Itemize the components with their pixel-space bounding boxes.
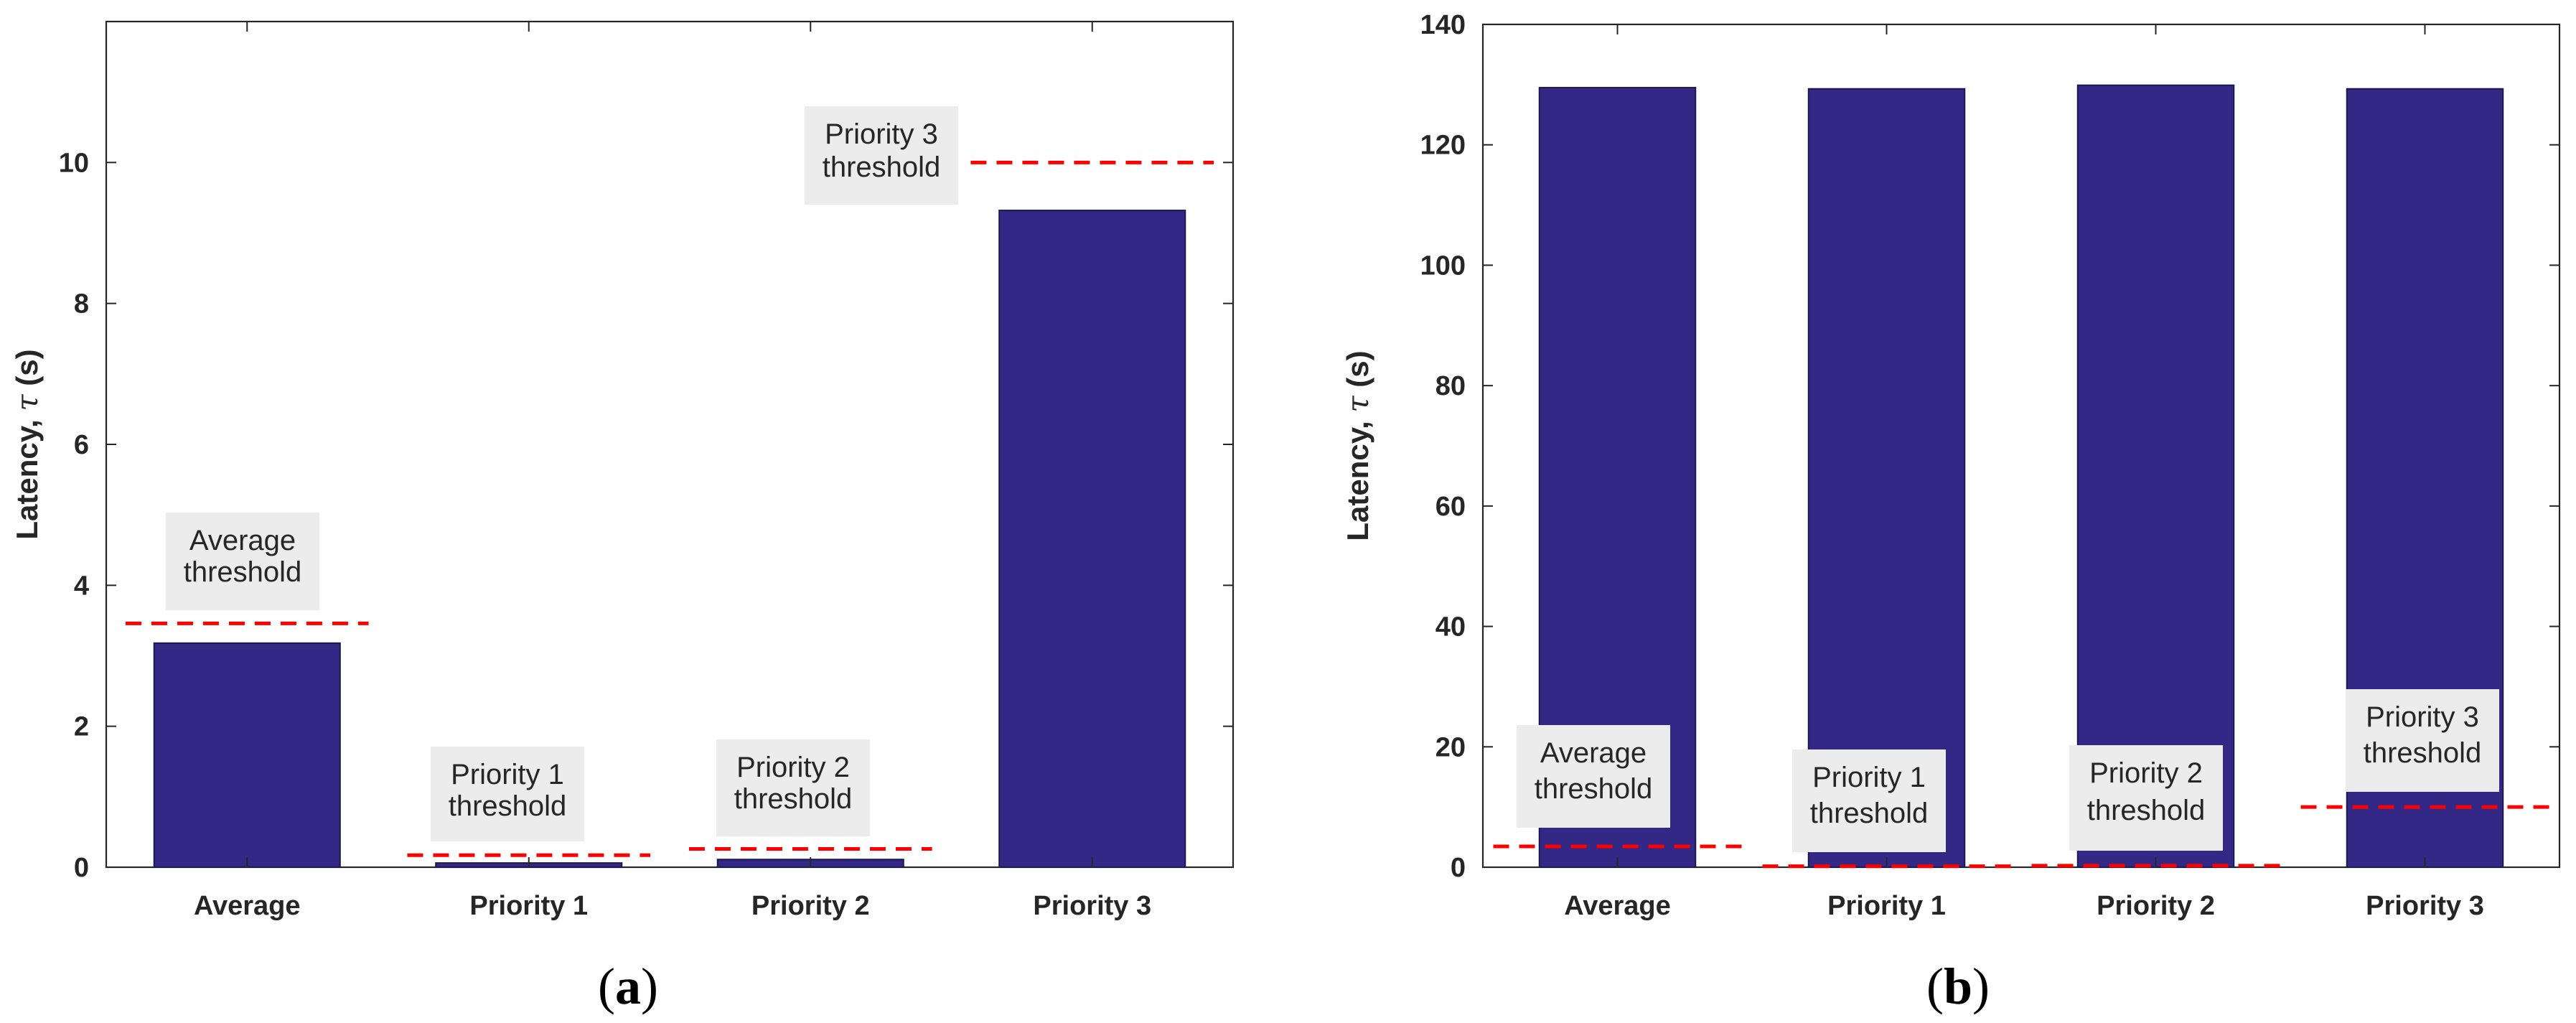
threshold-annotation-box: [2069, 745, 2223, 851]
y-axis-title-unit: (s): [1341, 350, 1374, 396]
threshold-annotation-text: threshold: [2087, 795, 2206, 826]
y-tick-label: 4: [74, 571, 89, 601]
threshold-annotation-box: [716, 739, 870, 836]
panel-label-letter: b: [1944, 958, 1972, 1015]
threshold-annotation-text: threshold: [823, 151, 941, 183]
threshold-annotation-text: Priority 3: [2366, 701, 2479, 733]
threshold-annotation-text: threshold: [449, 790, 567, 822]
y-axis-title: Latency, τ (s): [9, 349, 45, 539]
axes-frame: [1481, 23, 2561, 869]
x-tick-label: Priority 3: [1033, 891, 1151, 921]
bar-priority-2: [2076, 84, 2235, 869]
threshold-annotation-text: Priority 3: [825, 118, 938, 150]
threshold-annotation-box: [1792, 749, 1946, 852]
x-tick-label: Average: [1564, 891, 1671, 921]
threshold-annotation-box: [1517, 725, 1670, 828]
y-tick-label: 60: [1435, 492, 1466, 522]
x-tick-label: Priority 1: [1827, 891, 1946, 921]
threshold-annotation-box: [805, 106, 958, 205]
threshold-annotation-text: Priority 1: [451, 759, 564, 790]
x-tick-label: Priority 1: [469, 891, 588, 921]
threshold-annotation-box: [2346, 689, 2499, 792]
y-axis-title-main: Latency,: [1341, 413, 1374, 541]
y-tick-label: 140: [1420, 10, 1466, 40]
threshold-annotation-text: Average: [189, 525, 296, 556]
threshold-annotation-text: threshold: [1535, 773, 1653, 805]
x-tick-label: Priority 2: [2097, 891, 2215, 921]
threshold-annotation-box: [431, 747, 584, 841]
chart-panel-b: 0 20 40 60 80 100 120 140 Average Priority 1 Prior…: [1340, 10, 2561, 1015]
threshold-annotation-text: threshold: [1810, 798, 1929, 829]
threshold-annotation-text: threshold: [184, 556, 302, 588]
panel-label: (a): [598, 958, 658, 1015]
y-tick-label: 8: [74, 289, 89, 319]
y-tick-label: 2: [74, 712, 89, 742]
y-axis-title-symbol: τ: [1340, 396, 1375, 413]
y-tick-label: 20: [1435, 732, 1466, 762]
threshold-annotation-box: [166, 513, 319, 610]
panel-label-letter: a: [615, 958, 641, 1015]
bar-priority-1: [1807, 88, 1966, 868]
threshold-annotation-text: Priority 2: [736, 752, 850, 783]
y-tick-label: 0: [1451, 853, 1466, 883]
y-tick-label: 0: [74, 853, 89, 883]
y-axis-title-unit: (s): [10, 349, 44, 394]
threshold-annotation-text: Average: [1540, 737, 1647, 769]
y-axis-title: Latency, τ (s): [1340, 350, 1375, 541]
y-tick-label: 40: [1435, 612, 1466, 643]
threshold-annotation-text: Priority 1: [1812, 762, 1926, 793]
y-axis-title-main: Latency,: [10, 411, 44, 540]
threshold-annotation-text: threshold: [734, 783, 853, 815]
threshold-annotation-text: threshold: [2364, 737, 2482, 769]
x-tick-label: Average: [194, 891, 301, 921]
y-tick-label: 80: [1435, 371, 1466, 401]
y-tick-label: 10: [59, 148, 89, 178]
x-tick-label: Priority 2: [751, 891, 870, 921]
y-tick-label: 6: [74, 430, 89, 460]
x-tick-label: Priority 3: [2366, 891, 2484, 921]
bar-priority-3: [998, 210, 1186, 868]
panel-label: (b): [1926, 958, 1990, 1015]
y-tick-label: 100: [1420, 251, 1466, 281]
y-axis-title-symbol: τ: [9, 394, 45, 411]
bar-average: [153, 642, 341, 869]
y-tick-label: 120: [1420, 131, 1466, 161]
chart-panel-a: 0 2 4 6 8 10 Average Priority 1 Priority 2 Priori…: [9, 20, 1235, 1015]
threshold-annotation-text: Priority 2: [2089, 757, 2203, 789]
